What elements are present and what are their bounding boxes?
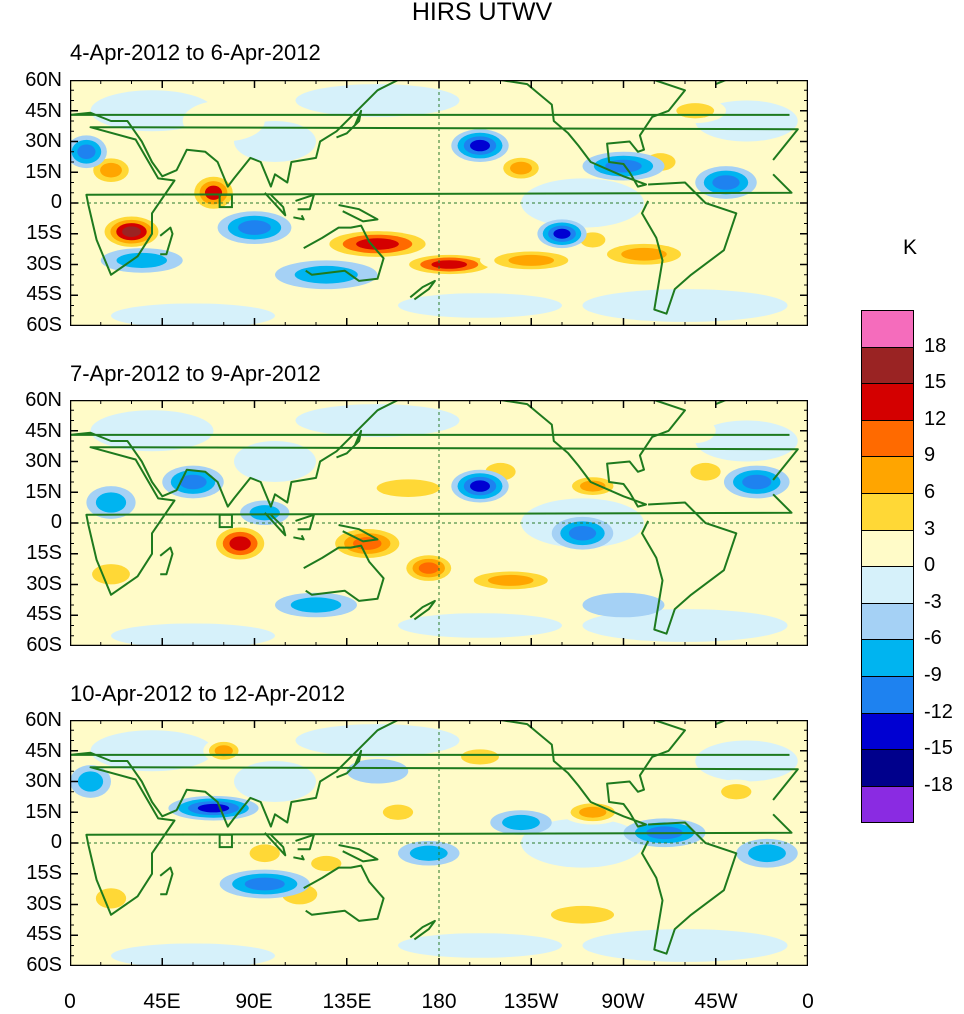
y-tick-label: 45N	[25, 99, 62, 122]
y-tick-label: 30S	[26, 252, 62, 275]
colorbar-swatch	[861, 785, 914, 824]
colorbar-swatch	[861, 566, 914, 604]
colorbar-swatch	[861, 456, 914, 494]
colorbar-label: 9	[924, 444, 936, 467]
panel-1-title: 4-Apr-2012 to 6-Apr-2012	[70, 40, 321, 65]
y-tick-label: 60S	[26, 953, 62, 976]
y-tick-label: 15N	[25, 480, 62, 503]
y-tick-label: 60N	[25, 709, 62, 731]
x-tick-label: 135E	[322, 990, 372, 1013]
y-tick-label: 60N	[25, 69, 62, 91]
x-tick-label: 135W	[503, 990, 559, 1013]
x-tick-label: 180	[421, 990, 457, 1013]
x-tick-label: 0	[64, 990, 76, 1013]
y-tick-label: 30S	[26, 892, 62, 915]
x-tick-label: 90E	[235, 990, 273, 1013]
colorbar-swatch	[861, 383, 914, 421]
map-panel-2	[70, 400, 808, 646]
colorbar-label: 15	[924, 371, 947, 394]
y-tick-label: 0	[50, 831, 62, 854]
y-tick-label: 60N	[25, 389, 62, 411]
map-panel-1	[70, 80, 808, 326]
colorbar-label: 3	[924, 517, 936, 540]
colorbar-swatch	[861, 529, 914, 568]
colorbar-swatch	[861, 749, 914, 787]
y-tick-label: 15S	[26, 542, 62, 564]
y-tick-label: 0	[50, 511, 62, 534]
y-tick-label: 0	[50, 191, 62, 214]
x-tick-label: 90W	[601, 990, 645, 1013]
colorbar-unit: K	[903, 236, 918, 259]
y-tick-label: 15S	[26, 862, 62, 884]
panel-2-title: 7-Apr-2012 to 9-Apr-2012	[70, 361, 321, 386]
y-tick-label: 15N	[25, 800, 62, 823]
x-tick-label: 0	[802, 990, 814, 1013]
colorbar-label: -15	[924, 737, 953, 760]
y-tick-label: 45S	[26, 923, 62, 946]
colorbar-label: -6	[924, 627, 942, 650]
colorbar-swatch	[861, 676, 914, 714]
colorbar-label: -18	[924, 773, 953, 796]
y-tick-label: 30N	[25, 130, 62, 153]
y-tick-label: 45S	[26, 603, 62, 626]
map-panel-3	[70, 720, 808, 966]
colorbar-swatch	[861, 346, 914, 385]
colorbar-label: 6	[924, 481, 936, 503]
colorbar-label: -9	[924, 664, 942, 686]
y-tick-label: 60S	[26, 313, 62, 336]
y-tick-label: 15S	[26, 222, 62, 244]
colorbar-label: 18	[924, 334, 947, 357]
y-tick-label: 45N	[25, 419, 62, 442]
y-tick-label: 30S	[26, 572, 62, 595]
colorbar-label: 12	[924, 407, 947, 430]
y-tick-label: 15N	[25, 160, 62, 183]
colorbar-label: -3	[924, 590, 942, 613]
colorbar-swatch	[861, 639, 914, 677]
x-tick-label: 45E	[143, 990, 181, 1013]
y-tick-label: 30N	[25, 450, 62, 473]
y-tick-label: 45S	[26, 283, 62, 306]
figure-title: HIRS UTWV	[411, 0, 553, 26]
x-tick-label: 45W	[694, 990, 738, 1013]
y-tick-label: 45N	[25, 739, 62, 762]
colorbar-swatch	[861, 493, 914, 531]
y-tick-label: 60S	[26, 633, 62, 656]
y-tick-label: 30N	[25, 770, 62, 793]
colorbar-swatch	[861, 602, 914, 641]
colorbar-label: 0	[924, 554, 936, 577]
colorbar-label: -12	[924, 700, 953, 723]
colorbar-swatch	[861, 419, 914, 458]
panel-3-title: 10-Apr-2012 to 12-Apr-2012	[70, 681, 346, 706]
colorbar-swatch	[861, 310, 914, 348]
colorbar-swatch	[861, 712, 914, 751]
